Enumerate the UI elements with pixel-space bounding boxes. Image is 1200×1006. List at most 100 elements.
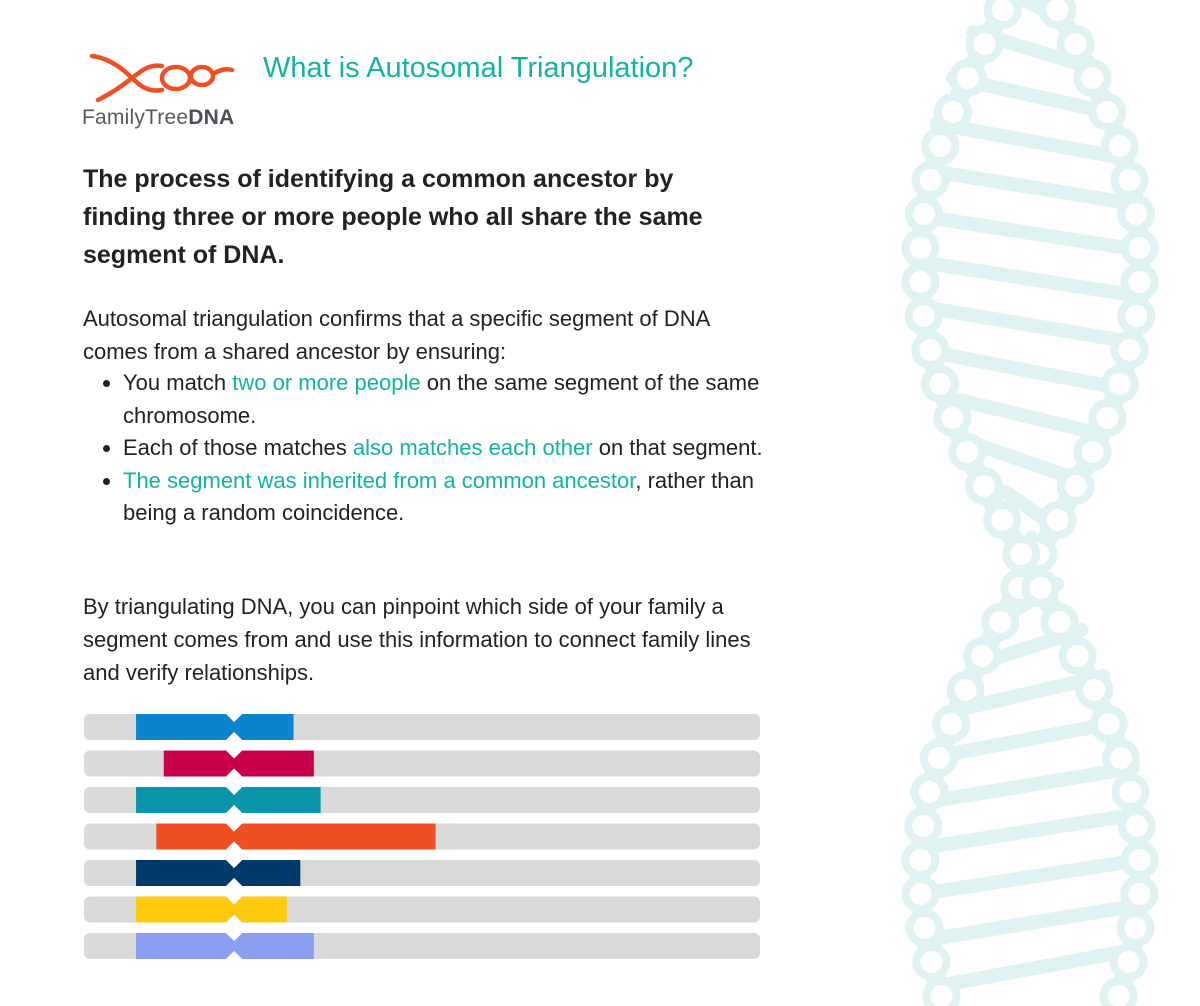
helix-rung: [913, 807, 1147, 855]
helix-node: [911, 161, 950, 199]
helix-rung: [921, 301, 1139, 349]
helix-node: [1120, 841, 1159, 879]
shared-segment-bar: [156, 823, 436, 850]
helix-node: [1073, 433, 1112, 471]
helix-node: [932, 705, 971, 743]
helix-node: [1089, 705, 1128, 743]
helix-node: [948, 59, 987, 97]
bullet-text: Each of those matches: [123, 435, 353, 460]
helix-node: [904, 297, 943, 335]
dna-helix-background-icon: [901, 0, 1159, 1006]
centromere-notch: [226, 714, 243, 740]
helix-node: [1111, 773, 1150, 811]
helix-node: [901, 263, 940, 301]
helix-rung: [919, 899, 1141, 947]
criteria-list: You match two or more people on the same…: [83, 367, 763, 530]
helix-node: [905, 909, 944, 947]
helix-node: [904, 807, 943, 845]
helix-node: [1120, 263, 1159, 301]
shared-segment-bar: [136, 714, 294, 740]
helix-rung: [934, 347, 1126, 395]
helix-node: [919, 739, 958, 777]
intro-paragraph: Autosomal triangulation confirms that a …: [83, 306, 710, 364]
dna-helix-logo-icon: [89, 53, 235, 103]
helix-rung: [952, 393, 1108, 441]
centromere-notch: [226, 933, 243, 959]
brand-wordmark: FamilyTreeDNA: [82, 106, 234, 130]
list-item: You match two or more people on the same…: [123, 367, 763, 432]
helix-node: [981, 603, 1020, 641]
brand-logo: FamilyTreeDNA: [82, 50, 242, 140]
helix-node: [1100, 365, 1139, 403]
helix-rung: [913, 209, 1147, 257]
helix-node: [983, 501, 1022, 539]
brand-name-part2: DNA: [188, 106, 235, 129]
helix-node: [963, 637, 1002, 675]
helix-node: [912, 943, 951, 981]
helix-node: [920, 365, 959, 403]
shared-segment-bar: [136, 896, 287, 923]
helix-node: [1038, 0, 1077, 29]
bullet-highlight: two or more people: [232, 370, 421, 395]
helix-node: [922, 977, 961, 1006]
shared-segment-bar: [163, 750, 314, 777]
helix-node: [1099, 977, 1138, 1006]
brand-name-part1: FamilyTree: [82, 106, 189, 129]
helix-node: [910, 773, 949, 811]
helix-node: [1110, 161, 1149, 199]
helix-node: [965, 467, 1004, 505]
lead-definition: The process of identifying a common ance…: [83, 165, 703, 269]
helix-node: [1073, 59, 1112, 97]
bullet-highlight: The segment was inherited from a common …: [123, 467, 636, 493]
helix-node: [1002, 535, 1041, 573]
segment-chart: [84, 714, 760, 959]
helix-node: [1117, 297, 1156, 335]
helix-node: [1021, 569, 1060, 607]
helix-node: [1120, 229, 1159, 267]
helix-node: [1040, 603, 1079, 641]
helix-rung: [918, 163, 1142, 211]
helix-node: [901, 841, 940, 879]
helix-node: [1102, 739, 1141, 777]
helix-node: [1075, 671, 1114, 709]
helix-node: [1117, 195, 1156, 233]
centromere-notch: [226, 860, 243, 886]
shared-segment-bar: [136, 860, 301, 886]
helix-node: [1058, 637, 1097, 675]
bullet-text: , rather than being a random coincidence…: [123, 467, 754, 526]
helix-node: [948, 433, 987, 471]
helix-rung: [913, 853, 1147, 901]
centromere-notch: [226, 823, 243, 850]
shared-segment-bar: [136, 933, 314, 959]
helix-node: [1116, 909, 1155, 947]
helix-node: [911, 331, 950, 369]
helix-node: [904, 195, 943, 233]
page-title: What is Autosomal Triangulation?: [263, 52, 694, 84]
helix-node: [901, 229, 940, 267]
bullet-highlight: also matches each other: [352, 435, 593, 460]
helix-node: [946, 671, 985, 709]
helix-node: [1038, 501, 1077, 539]
helix-rung: [929, 117, 1131, 165]
helix-node: [1056, 25, 1095, 63]
centromere-notch: [226, 896, 243, 923]
outro-paragraph: By triangulating DNA, you can pinpoint w…: [83, 594, 751, 685]
helix-node: [983, 0, 1022, 29]
helix-node: [1100, 127, 1139, 165]
helix-node: [933, 93, 972, 131]
helix-node: [1109, 943, 1148, 981]
helix-node: [921, 127, 960, 165]
bullet-text: on that segment.: [592, 435, 763, 460]
list-item: Each of those matches also matches each …: [123, 432, 763, 465]
helix-rung: [931, 945, 1129, 993]
helix-node: [1056, 467, 1095, 505]
list-item: The segment was inherited from a common …: [123, 465, 763, 530]
helix-node: [1088, 93, 1127, 131]
helix-rung: [914, 255, 1146, 303]
helix-node: [1120, 875, 1159, 913]
helix-node: [901, 875, 940, 913]
shared-segment-bar: [136, 787, 321, 813]
helix-node: [1117, 807, 1156, 845]
centromere-notch: [226, 750, 243, 777]
helix-node: [1088, 399, 1127, 437]
